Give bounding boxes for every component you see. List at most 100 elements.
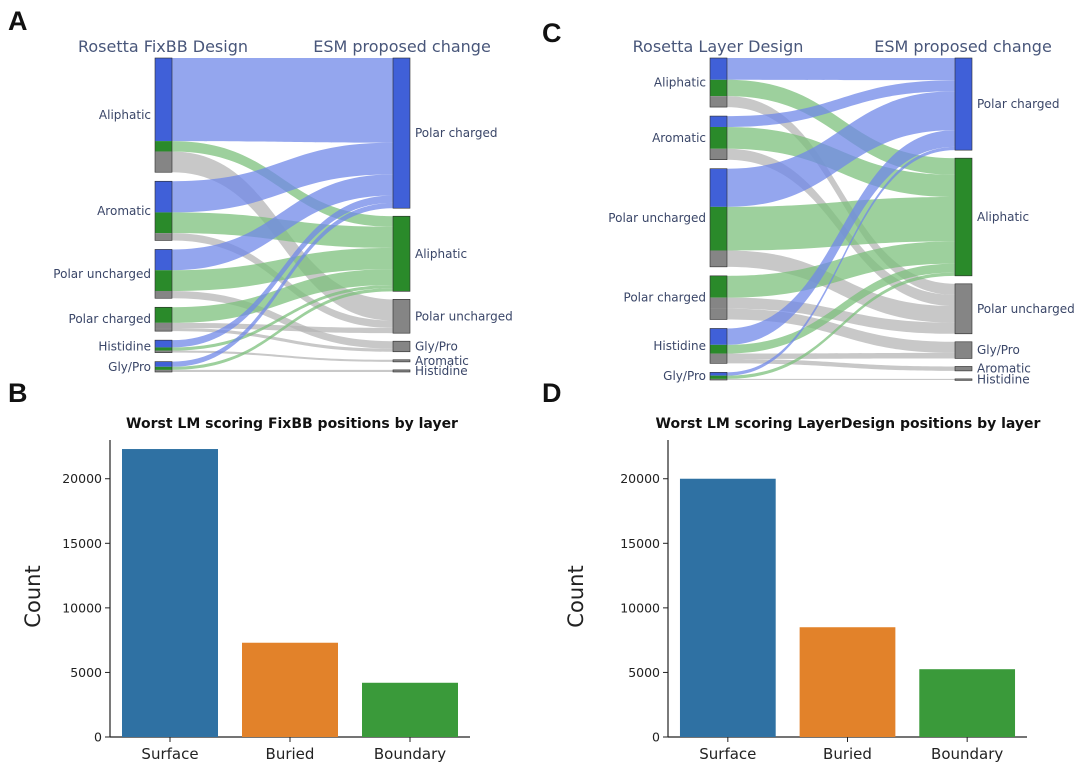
- panel-letter-a: A: [8, 6, 28, 36]
- bar-boundary: [919, 669, 1016, 737]
- sankey-link-histidine-to-aromatic: [172, 350, 393, 362]
- sankey-nodes: [154, 57, 411, 373]
- sankey-source-segment: [710, 372, 727, 376]
- sankey-target-node-aliphatic: [392, 215, 411, 292]
- sankey-source-title: Rosetta FixBB Design: [78, 37, 248, 56]
- sankey-source-segment: [155, 212, 172, 234]
- sankey-link-aromatic-to-polar-uncharged: [172, 233, 393, 328]
- sankey-source-segment: [155, 307, 172, 323]
- x-tick-label: Boundary: [931, 745, 1003, 763]
- sankey-source-node-aliphatic: [154, 57, 173, 173]
- sankey-source-node-aliphatic: [709, 57, 728, 108]
- y-tick-label: 10000: [62, 600, 102, 615]
- sankey-source-label: Histidine: [653, 339, 706, 353]
- sankey-source-segment: [155, 347, 172, 351]
- sankey-source-segment: [155, 151, 172, 173]
- bar-chart-fixbb: Worst LM scoring FixBB positions by laye…: [21, 416, 470, 763]
- y-tick-label: 5000: [628, 665, 660, 680]
- sankey-link-polar-charged-to-aliphatic: [727, 241, 955, 298]
- sankey-link-histidine-to-aromatic: [727, 359, 955, 371]
- panel-letter-b: B: [8, 378, 28, 408]
- sankey-node-outline: [709, 115, 728, 160]
- sankey-source-node-histidine: [709, 328, 728, 364]
- sankey-node-outline: [709, 57, 728, 108]
- sankey-source-label: Histidine: [98, 339, 151, 353]
- sankey-target-node-aromatic: [954, 366, 973, 372]
- sankey-target-label: Aromatic: [977, 362, 1031, 376]
- sankey-target-label: Polar charged: [415, 126, 497, 140]
- sankey-link-aliphatic-to-polar-uncharged: [727, 96, 955, 295]
- sankey-source-node-polar-uncharged: [709, 168, 728, 268]
- sankey-link-aromatic-to-polar-charged: [727, 80, 955, 127]
- bar-buried: [242, 642, 338, 737]
- sankey-target-title: ESM proposed change: [313, 37, 491, 56]
- sankey-source-segment: [710, 328, 727, 345]
- sankey-node-outline: [154, 180, 173, 241]
- sankey-target-node-aliphatic: [954, 157, 973, 277]
- bar-chart-title: Worst LM scoring FixBB positions by laye…: [126, 416, 458, 432]
- sankey-source-segment: [710, 375, 727, 379]
- sankey-node-outline: [154, 249, 173, 299]
- sankey-link-gly-pro-to-polar-charged: [172, 202, 393, 367]
- sankey-link-polar-charged-to-polar-uncharged: [727, 297, 955, 334]
- sankey-source-node-gly-pro: [154, 361, 173, 373]
- sankey-nodes: [709, 57, 973, 381]
- sankey-source-node-polar-uncharged: [154, 249, 173, 299]
- sankey-source-segment: [710, 353, 727, 360]
- sankey-source-title: Rosetta Layer Design: [633, 37, 804, 56]
- panel-letter-d: D: [542, 378, 562, 408]
- sankey-node-outline: [709, 328, 728, 364]
- sankey-link-polar-uncharged-to-polar-charged: [727, 91, 955, 207]
- sankey-source-segment: [155, 290, 172, 299]
- sankey-link-histidine-to-polar-charged: [172, 195, 393, 348]
- sankey-source-segment: [155, 141, 172, 152]
- y-tick-label: 10000: [620, 600, 660, 615]
- sankey-link-polar-uncharged-to-gly-pro: [172, 290, 393, 349]
- sankey-link-gly-pro-to-histidine: [727, 378, 955, 380]
- y-axis-label: Count: [564, 565, 588, 627]
- sankey-link-gly-pro-to-polar-charged: [727, 146, 955, 376]
- sankey-target-label: Polar charged: [977, 97, 1059, 111]
- sankey-target-node-polar-charged: [392, 57, 411, 209]
- sankey-node-outline: [709, 168, 728, 268]
- sankey-link-aromatic-to-polar-charged: [172, 142, 393, 213]
- sankey-source-segment: [155, 328, 172, 332]
- sankey-source-label: Aromatic: [652, 131, 706, 145]
- x-tick-label: Buried: [266, 745, 315, 763]
- bar-surface: [679, 478, 776, 737]
- sankey-node-outline: [154, 57, 173, 173]
- sankey-links: [727, 58, 955, 380]
- sankey-node-outline: [709, 275, 728, 320]
- bar-chart-title: Worst LM scoring LayerDesign positions b…: [656, 416, 1041, 432]
- sankey-source-segment: [710, 250, 727, 267]
- sankey-target-node-polar-uncharged: [392, 299, 411, 334]
- sankey-target-label: Polar uncharged: [415, 309, 513, 323]
- sankey-source-label: Polar uncharged: [608, 211, 706, 225]
- sankey-source-node-gly-pro: [709, 372, 728, 381]
- sankey-source-label: Aliphatic: [654, 76, 706, 90]
- sankey-link-aliphatic-to-polar-charged: [172, 58, 393, 143]
- sankey-link-gly-pro-to-aliphatic: [727, 272, 955, 379]
- y-tick-label: 5000: [70, 665, 102, 680]
- sankey-links: [172, 58, 393, 372]
- sankey-link-histidine-to-aliphatic: [172, 284, 393, 351]
- y-tick-label: 15000: [620, 536, 660, 551]
- sankey-source-segment: [155, 58, 172, 142]
- sankey-link-histidine-to-aliphatic: [727, 263, 955, 354]
- sankey-source-segment: [155, 233, 172, 241]
- sankey-link-gly-pro-to-aliphatic: [172, 288, 393, 370]
- sankey-source-segment: [710, 58, 727, 80]
- sankey-target-title: ESM proposed change: [874, 37, 1052, 56]
- sankey-node-outline: [154, 361, 173, 373]
- y-tick-label: 15000: [62, 536, 102, 551]
- sankey-target-label: Aliphatic: [977, 210, 1029, 224]
- sankey-target-label: Histidine: [415, 364, 468, 378]
- sankey-target-node-aromatic: [392, 359, 411, 363]
- sankey-link-aliphatic-to-aliphatic: [727, 79, 955, 175]
- sankey-source-segment: [710, 79, 727, 97]
- bar-surface: [122, 449, 218, 737]
- sankey-target-node-histidine: [392, 369, 411, 373]
- sankey-target-label: Gly/Pro: [977, 343, 1020, 357]
- bar-boundary: [362, 682, 458, 737]
- x-tick-label: Buried: [823, 745, 872, 763]
